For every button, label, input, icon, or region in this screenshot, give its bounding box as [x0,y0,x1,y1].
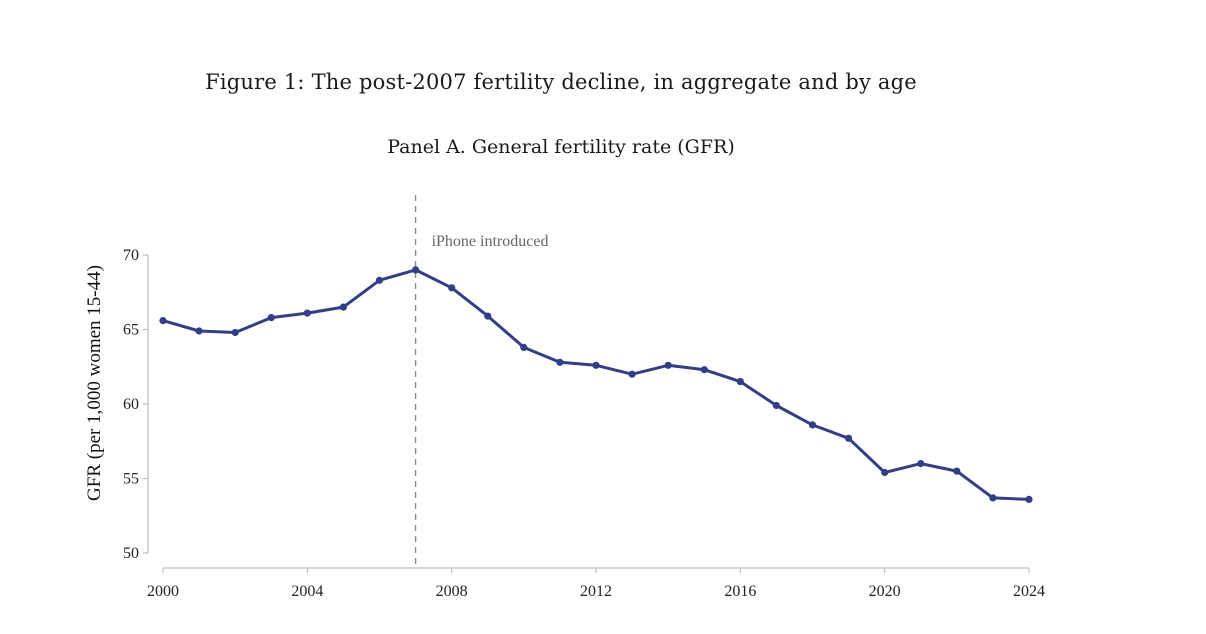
x-tick-label: 2024 [1013,583,1045,600]
x-tick-label: 2020 [869,583,901,600]
data-point [917,460,925,468]
series-line [161,268,1031,501]
labels-layer: 50 55 60 65 70 2000 2004 2008 2012 2016 2020 2024 GF… [84,247,1045,600]
data-point [1025,495,1033,503]
y-axis-label: GFR (per 1,000 women 15-44) [84,265,105,501]
data-point [375,276,384,284]
data-point [195,327,203,335]
data-point [628,370,636,378]
data-point [881,468,889,477]
data-point [159,317,167,325]
data-point [989,494,997,502]
x-tick-label: 2000 [147,583,179,600]
y-tick-label: 70 [123,247,139,264]
panel-title: Panel A. General fertility rate (GFR) [387,136,735,158]
data-point [845,434,853,442]
data-point [772,401,781,410]
y-tick-label: 65 [123,322,139,339]
y-tick-label: 50 [123,545,139,562]
annotation-layer: iPhone introduced [414,195,549,568]
figure-title: Figure 1: The post-2007 fertility declin… [205,70,917,94]
data-point [736,378,744,386]
y-tick-label: 60 [123,396,139,413]
data-point [808,421,817,429]
data-point [664,361,672,369]
annotation-label: iPhone introduced [432,233,549,250]
data-point [592,361,600,369]
chart-axes [143,254,1030,573]
data-point [339,303,347,311]
x-tick-label: 2008 [436,583,468,600]
data-point [231,328,239,337]
data-point [520,343,528,351]
data-point [556,358,564,366]
series-layer [159,266,1033,503]
data-point [700,366,708,374]
data-point [267,314,275,322]
y-tick-label: 55 [123,471,139,488]
data-point [448,284,456,292]
data-point [953,467,961,475]
x-tick-label: 2012 [580,583,612,600]
x-tick-label: 2016 [724,583,756,600]
data-point [484,312,492,320]
data-point [303,309,311,317]
data-point [412,266,420,274]
x-tick-label: 2004 [291,583,323,600]
